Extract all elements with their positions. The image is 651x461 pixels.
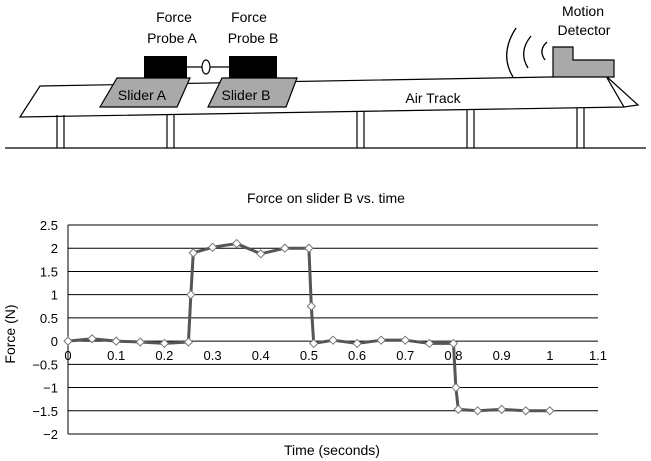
air-track-label: Air Track (405, 90, 461, 106)
data-point (376, 335, 386, 345)
data-point (186, 289, 196, 300)
chart-title: Force on slider B vs. time (247, 190, 405, 206)
data-point (451, 382, 461, 393)
data-point (256, 249, 266, 259)
slider-b-label: Slider B (221, 87, 270, 103)
y-tick-labels: 2.5 2 1.5 1 0.5 0 −0.5 −1 −1.5 −2 (32, 218, 58, 442)
x-tick-label: 1.1 (589, 348, 607, 363)
series-force (63, 238, 555, 416)
probe-a-label-line1: Force (156, 9, 192, 25)
data-point (63, 336, 73, 346)
data-point (400, 335, 410, 345)
data-point (306, 301, 317, 311)
data-point (453, 404, 463, 415)
data-point (188, 248, 198, 258)
force-chart: Force on slider B vs. time Force (N) Tim… (2, 190, 607, 458)
y-tick-label: −1.5 (32, 404, 58, 419)
air-track-end (605, 75, 640, 108)
data-point (496, 404, 507, 415)
data-point (545, 406, 555, 416)
y-tick-label: −1 (43, 381, 58, 396)
x-tick-label: 0.4 (252, 348, 270, 363)
data-point (424, 338, 435, 349)
y-tick-label: 0 (51, 334, 58, 349)
data-point (87, 334, 97, 344)
x-tick-labels: 00.10.20.30.40.50.60.70.80.911.1 (64, 348, 607, 363)
probe-a-label-line2: Probe A (147, 30, 197, 46)
y-tick-label: 2 (51, 241, 58, 256)
y-tick-label: 1.5 (40, 264, 58, 279)
x-tick-label: 0.9 (493, 348, 511, 363)
data-point (352, 338, 362, 349)
detector-label-line1: Motion (562, 3, 604, 19)
slider-a-label: Slider A (118, 87, 167, 103)
data-point (207, 242, 218, 253)
probe-b-label-line1: Force (231, 9, 267, 25)
data-point (280, 243, 290, 253)
force-probe-b (229, 56, 277, 78)
data-point (159, 338, 170, 349)
data-point (328, 335, 338, 345)
data-point (448, 338, 459, 349)
x-tick-label: 0.6 (348, 348, 366, 363)
force-probe-a (144, 56, 187, 78)
gridlines (68, 224, 598, 435)
y-tick-label: 2.5 (40, 218, 58, 233)
y-tick-label: −2 (43, 427, 58, 442)
apparatus-diagram: Force Probe A Force Probe B Motion Detec… (5, 3, 646, 149)
y-axis-label: Force (N) (2, 304, 18, 363)
x-tick-label: 0.5 (300, 348, 318, 363)
slider-a (98, 77, 191, 108)
data-point (309, 338, 319, 349)
data-point (111, 336, 121, 346)
motion-detector (552, 46, 615, 78)
x-tick-label: 0.3 (204, 348, 222, 363)
detector-label-line2: Detector (558, 22, 611, 38)
x-tick-label: 0.1 (107, 348, 125, 363)
data-point (183, 337, 194, 347)
data-point (521, 406, 531, 416)
y-tick-label: 1 (51, 288, 58, 303)
data-point (135, 337, 145, 347)
spring-bumper (201, 59, 211, 75)
y-tick-label: −0.5 (32, 357, 58, 372)
x-axis-label: Time (seconds) (284, 442, 380, 458)
data-point (472, 406, 483, 416)
x-tick-label: 0.2 (155, 348, 173, 363)
x-tick-label: 0.7 (396, 348, 414, 363)
data-point (231, 238, 242, 249)
y-tick-label: 0.5 (40, 311, 58, 326)
probe-b-label-line2: Probe B (228, 30, 279, 46)
x-tick-label: 1 (546, 348, 553, 363)
slider-b (207, 77, 298, 108)
track-legs (56, 108, 585, 148)
data-point (304, 243, 314, 253)
series-line (67, 242, 550, 413)
detector-wave-icon (506, 27, 548, 78)
